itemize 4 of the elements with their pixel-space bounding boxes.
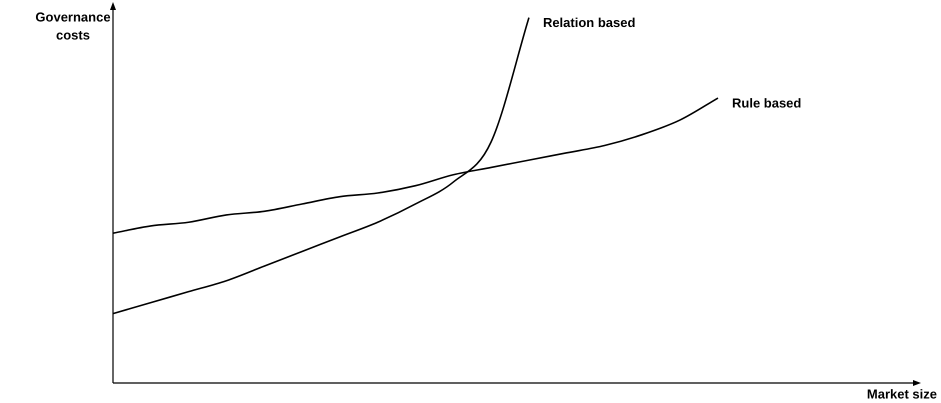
series-label: Relation based: [542, 15, 636, 30]
y-axis-title: Governance costs: [35, 10, 111, 43]
text: Market size: [866, 386, 937, 402]
series-label: Rule based: [732, 96, 802, 111]
